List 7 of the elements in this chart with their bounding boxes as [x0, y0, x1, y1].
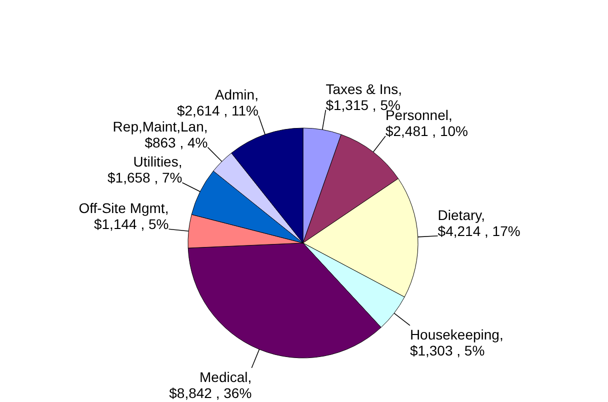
slice-label: Housekeeping, $1,303 , 5% [410, 326, 504, 358]
slice-label: Medical, $8,842 , 36% [169, 368, 252, 401]
slice-label: Utilities, $1,658 , 7% [108, 154, 182, 186]
slice-label: Off-Site Mgmt, $1,144 , 5% [78, 200, 169, 232]
slice-label: Rep,Maint,Lan, $863 , 4% [112, 118, 208, 150]
slice-label: Admin, $2,614 , 11% [176, 86, 258, 119]
slice-label: Dietary, $4,214 , 17% [438, 206, 520, 239]
